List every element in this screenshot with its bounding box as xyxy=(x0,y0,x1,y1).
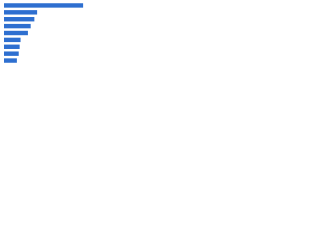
bar xyxy=(4,10,38,15)
bar xyxy=(4,23,31,29)
chart xyxy=(4,3,84,63)
bar xyxy=(4,37,21,43)
bar xyxy=(4,17,35,22)
bar xyxy=(4,30,28,36)
page: {"chart_data": {"type": "bar", "orientat… xyxy=(0,0,100,71)
bar xyxy=(4,58,17,63)
bar xyxy=(4,51,19,56)
bar xyxy=(4,44,20,49)
bar xyxy=(4,3,84,8)
